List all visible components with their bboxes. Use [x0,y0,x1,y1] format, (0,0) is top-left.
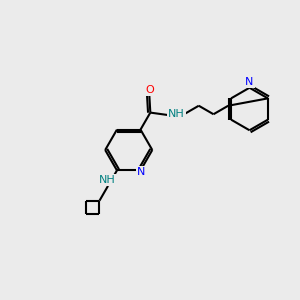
Text: N: N [245,77,254,87]
Text: NH: NH [99,175,116,185]
Text: N: N [137,167,146,177]
Text: O: O [145,85,154,95]
Text: NH: NH [168,109,185,119]
